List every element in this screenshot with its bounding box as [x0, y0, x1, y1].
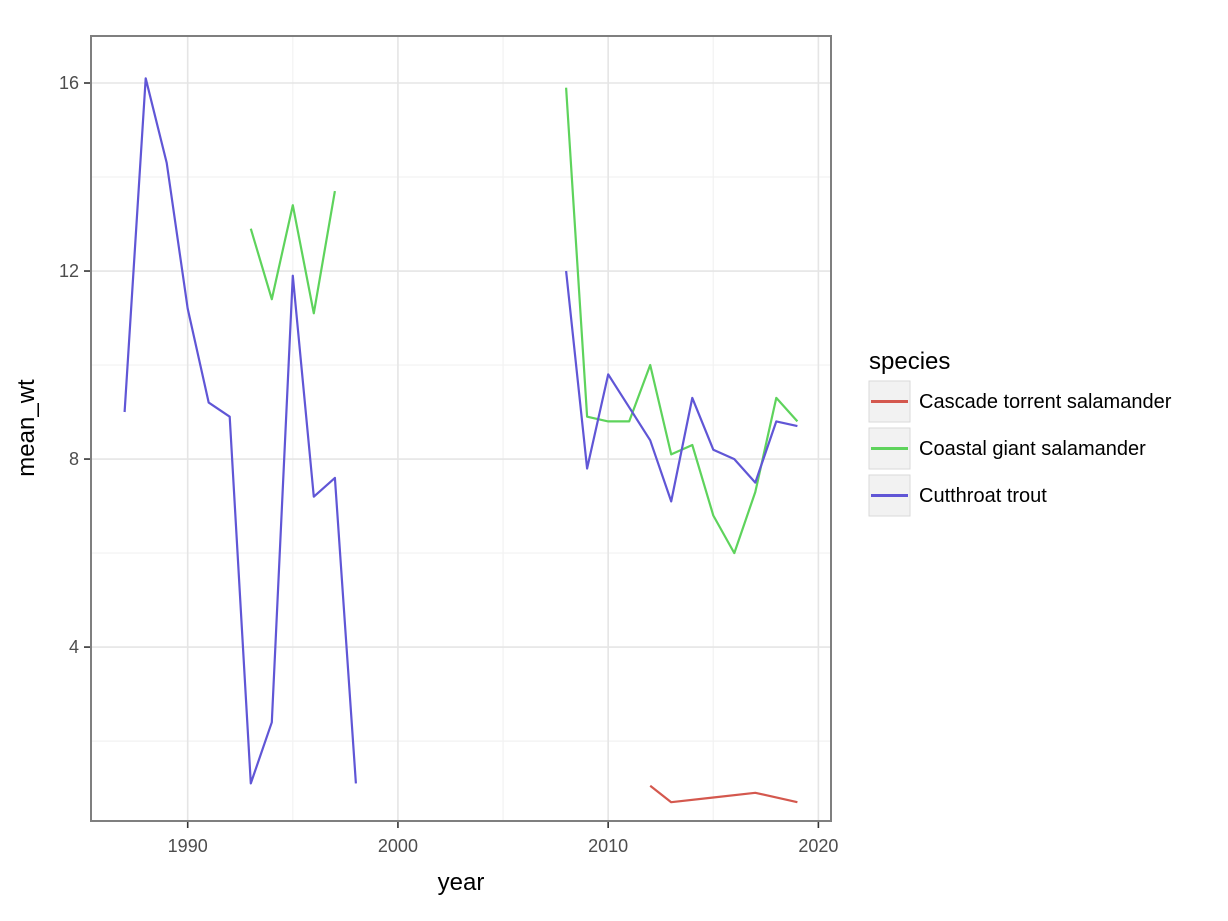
series-line-cutthroat-trout: [565, 270, 798, 503]
major-gridlines: [91, 36, 831, 821]
series-line-cutthroat-trout: [123, 77, 357, 785]
plot-border: [90, 35, 832, 822]
series-lines: [123, 77, 799, 804]
series-line-coastal-giant-salamander: [249, 190, 336, 315]
y-tick-label: 16: [59, 73, 79, 93]
legend-label: Coastal giant salamander: [919, 438, 1146, 460]
legend-item: Cutthroat trout: [868, 474, 1047, 517]
plot-panel: [91, 36, 831, 821]
y-tick-label: 4: [69, 637, 79, 657]
minor-gridlines: [91, 36, 831, 821]
y-axis-ticks: 4 8 12 16: [59, 73, 90, 657]
series-cutthroat-trout: [123, 77, 798, 785]
legend-item: Cascade torrent salamander: [868, 380, 1172, 423]
panel-background: [91, 36, 831, 821]
legend-label: Cutthroat trout: [919, 485, 1047, 507]
x-axis-title: year: [438, 869, 485, 896]
series-cascade-torrent-salamander: [649, 784, 798, 804]
legend-label: Cascade torrent salamander: [919, 391, 1172, 413]
legend-title: species: [869, 348, 950, 375]
x-tick-label: 1990: [168, 836, 208, 856]
x-tick-label: 2000: [378, 836, 418, 856]
x-axis-ticks: 1990 2000 2010 2020: [168, 822, 838, 856]
legend: species Cascade torrent salamander Coasta…: [868, 348, 1172, 517]
y-axis-title: mean_wt: [13, 379, 40, 477]
y-tick-label: 12: [59, 261, 79, 281]
x-tick-label: 2020: [798, 836, 838, 856]
y-tick-label: 8: [69, 449, 79, 469]
x-tick-label: 2010: [588, 836, 628, 856]
series-line-cascade-torrent-salamander: [649, 784, 798, 804]
legend-item: Coastal giant salamander: [868, 427, 1146, 470]
